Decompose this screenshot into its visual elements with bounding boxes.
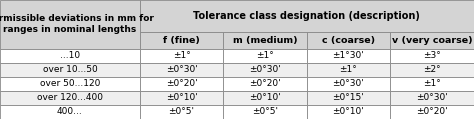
Bar (390, 77, 474, 91)
Bar (140, 91, 223, 105)
Text: over 50...120: over 50...120 (40, 79, 100, 88)
Text: over 120...400: over 120...400 (37, 93, 103, 102)
Text: ±2°: ±2° (423, 65, 441, 74)
Text: ±0°20': ±0°20' (249, 79, 281, 88)
Text: ±0°5': ±0°5' (169, 107, 194, 117)
Bar (307, 77, 390, 91)
Text: m (medium): m (medium) (233, 36, 297, 45)
Text: c (coarse): c (coarse) (322, 36, 375, 45)
Text: ±0°30': ±0°30' (333, 79, 364, 88)
Bar (140, 105, 223, 119)
Bar (0, 63, 140, 77)
Bar (0, 77, 140, 91)
Bar (307, 105, 390, 119)
Bar (0, 49, 140, 63)
Text: 400...: 400... (57, 107, 83, 117)
Text: ±0°10': ±0°10' (166, 93, 197, 102)
Bar (307, 91, 390, 105)
Bar (140, 49, 223, 63)
Text: Permissible deviations in mm for
ranges in nominal lengths: Permissible deviations in mm for ranges … (0, 14, 154, 34)
Text: ±0°30': ±0°30' (166, 65, 197, 74)
Bar (223, 77, 307, 91)
Bar (390, 32, 474, 49)
Bar (140, 63, 223, 77)
Bar (140, 0, 474, 32)
Text: ±1°: ±1° (256, 51, 274, 60)
Bar (223, 63, 307, 77)
Bar (223, 32, 307, 49)
Bar (307, 32, 390, 49)
Text: ±1°30': ±1°30' (333, 51, 364, 60)
Bar (0, 105, 140, 119)
Text: ±0°20': ±0°20' (166, 79, 197, 88)
Bar (140, 32, 223, 49)
Bar (140, 77, 223, 91)
Text: ±0°30': ±0°30' (416, 93, 448, 102)
Text: over 10...50: over 10...50 (43, 65, 97, 74)
Bar (390, 63, 474, 77)
Text: ±1°: ±1° (173, 51, 191, 60)
Text: ±0°5': ±0°5' (252, 107, 278, 117)
Text: ...10: ...10 (60, 51, 80, 60)
Text: ±0°10': ±0°10' (333, 107, 364, 117)
Text: ±3°: ±3° (423, 51, 441, 60)
Bar (223, 49, 307, 63)
Bar (307, 63, 390, 77)
Text: Tolerance class designation (description): Tolerance class designation (description… (193, 11, 420, 21)
Text: ±0°30': ±0°30' (249, 65, 281, 74)
Text: ±0°15': ±0°15' (333, 93, 364, 102)
Bar (390, 91, 474, 105)
Text: f (fine): f (fine) (163, 36, 200, 45)
Bar (223, 91, 307, 105)
Text: ±0°20': ±0°20' (416, 107, 448, 117)
Bar (390, 105, 474, 119)
Text: ±1°: ±1° (339, 65, 357, 74)
Text: v (very coarse): v (very coarse) (392, 36, 473, 45)
Text: ±1°: ±1° (423, 79, 441, 88)
Bar (223, 105, 307, 119)
Bar (307, 49, 390, 63)
Text: ±0°10': ±0°10' (249, 93, 281, 102)
Bar (390, 49, 474, 63)
Bar (0, 91, 140, 105)
Bar (0, 0, 140, 49)
